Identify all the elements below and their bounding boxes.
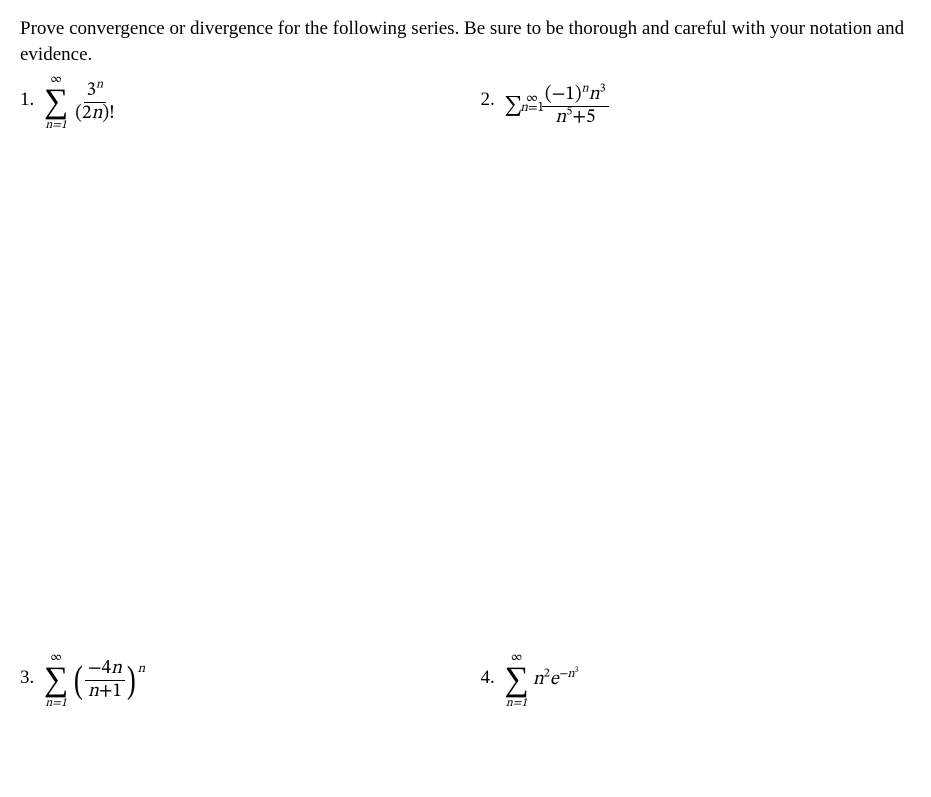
fraction: (−1)nn3 n5+5 bbox=[542, 85, 609, 128]
problem-3: 3. ∞ ∑ n=1 ( −4n n+1 ) n bbox=[20, 651, 451, 709]
problem-1: 1. ∞ ∑ n=1 3n (2n)! bbox=[20, 73, 451, 131]
sum-lower-limit: n=1 bbox=[506, 697, 528, 709]
sigma-icon: ∞ ∑ n=1 bbox=[44, 651, 68, 709]
denominator: n+1 bbox=[85, 681, 125, 702]
term: n2e−n3 bbox=[533, 667, 579, 693]
problem-number: 4. bbox=[481, 651, 499, 691]
problem-grid: 1. ∞ ∑ n=1 3n (2n)! 2. ∑n=1∞ (−1)nn3 n5+… bbox=[20, 73, 911, 709]
numerator: 3n bbox=[84, 81, 107, 103]
fraction: 3n (2n)! bbox=[72, 81, 117, 124]
problem-number: 1. bbox=[20, 73, 38, 113]
sum-lower-limit: n=1 bbox=[45, 697, 67, 709]
sum-lower-limit: n=1 bbox=[45, 119, 67, 131]
problem-2: 2. ∑n=1∞ (−1)nn3 n5+5 bbox=[481, 73, 912, 131]
numerator: −4n bbox=[85, 659, 125, 681]
problem-number: 3. bbox=[20, 651, 38, 691]
math-expression: ∞ ∑ n=1 n2e−n3 bbox=[505, 651, 579, 709]
math-expression: ∞ ∑ n=1 3n (2n)! bbox=[44, 73, 118, 131]
denominator: (2n)! bbox=[72, 103, 117, 124]
denominator: n5+5 bbox=[552, 107, 598, 128]
problem-number: 2. bbox=[481, 73, 499, 113]
numerator: (−1)nn3 bbox=[542, 85, 609, 107]
sigma-icon: ∞ ∑ n=1 bbox=[44, 73, 68, 131]
math-expression: ∑n=1∞ (−1)nn3 n5+5 bbox=[505, 73, 609, 128]
paren-group: ( −4n n+1 ) n bbox=[72, 659, 145, 702]
math-expression: ∞ ∑ n=1 ( −4n n+1 ) n bbox=[44, 651, 145, 709]
outer-exponent: n bbox=[138, 661, 146, 679]
sigma-inline: ∑n=1∞ bbox=[505, 94, 538, 120]
fraction: −4n n+1 bbox=[85, 659, 125, 702]
sigma-icon: ∞ ∑ n=1 bbox=[505, 651, 529, 709]
problem-4: 4. ∞ ∑ n=1 n2e−n3 bbox=[481, 651, 912, 709]
instructions-text: Prove convergence or divergence for the … bbox=[20, 16, 911, 67]
